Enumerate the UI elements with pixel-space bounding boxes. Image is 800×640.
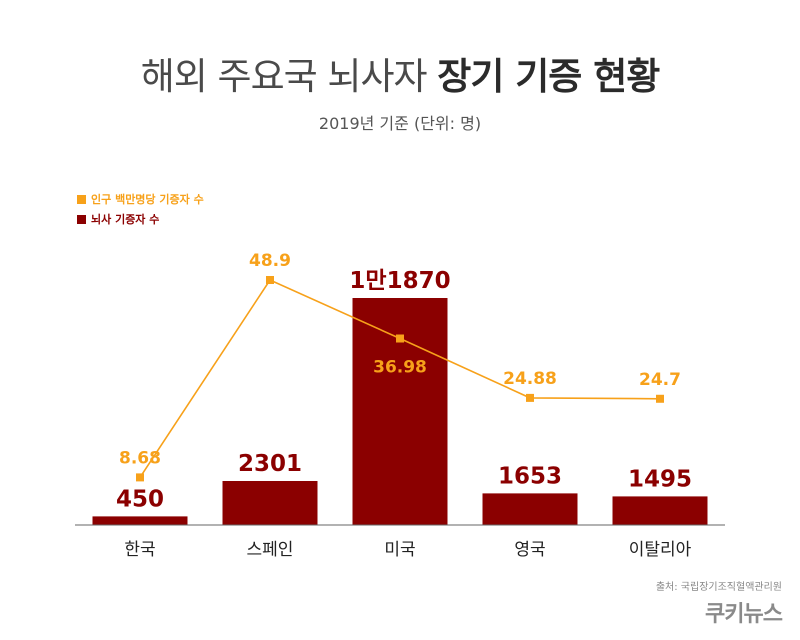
line-series: 8.68 48.9 36.98 24.88 24.7 — [119, 251, 681, 482]
legend-swatch — [77, 195, 86, 204]
x-tick-label: 미국 — [384, 540, 415, 560]
bar-2 — [352, 298, 448, 525]
x-axis-labels: 한국 스페인 미국 영국 이탈리아 — [124, 540, 691, 560]
brand-logo: 쿠키뉴스 — [705, 602, 783, 627]
legend-swatch — [77, 215, 86, 224]
x-tick-label: 스페인 — [247, 540, 294, 560]
bar-0 — [92, 516, 188, 525]
title-bold: 장기 기증 현황 — [437, 55, 660, 98]
bar-1 — [222, 480, 318, 525]
bar-value-label: 1653 — [498, 463, 562, 489]
bar-value-label: 450 — [116, 486, 164, 512]
line-point-4 — [656, 394, 664, 403]
line-point-3 — [526, 393, 534, 402]
line-point-2 — [396, 334, 404, 343]
legend-label: 뇌사 기증자 수 — [91, 212, 159, 226]
legend: 인구 백만명당 기증자 수뇌사 기증자 수 — [77, 192, 204, 226]
x-tick-label: 이탈리아 — [629, 540, 692, 560]
bar-series: 450 2301 1만1870 1653 1495 — [92, 268, 708, 525]
bar-3 — [482, 493, 578, 525]
legend-label: 인구 백만명당 기증자 수 — [91, 192, 204, 206]
line-value-label: 36.98 — [373, 358, 427, 378]
bar-value-label: 1495 — [628, 466, 692, 492]
line-point-1 — [266, 276, 274, 284]
title-regular: 해외 주요국 뇌사자 — [140, 55, 428, 98]
bar-4 — [612, 496, 708, 525]
line-point-0 — [136, 473, 144, 482]
chart-title: 해외 주요국 뇌사자 장기 기증 현황 — [0, 46, 800, 100]
source-note: 출처: 국립장기조직혈액관리원 — [655, 582, 782, 593]
x-tick-label: 영국 — [514, 540, 545, 560]
x-tick-label: 한국 — [124, 540, 155, 560]
bar-value-label: 1만1870 — [349, 268, 450, 294]
line-value-label: 8.68 — [119, 448, 161, 468]
chart-subtitle: 2019년 기준 (단위: 명) — [318, 114, 482, 133]
line-value-label: 24.88 — [503, 369, 557, 389]
bar-value-label: 2301 — [238, 451, 302, 477]
line-value-label: 24.7 — [639, 370, 681, 390]
line-value-label: 48.9 — [249, 251, 291, 271]
